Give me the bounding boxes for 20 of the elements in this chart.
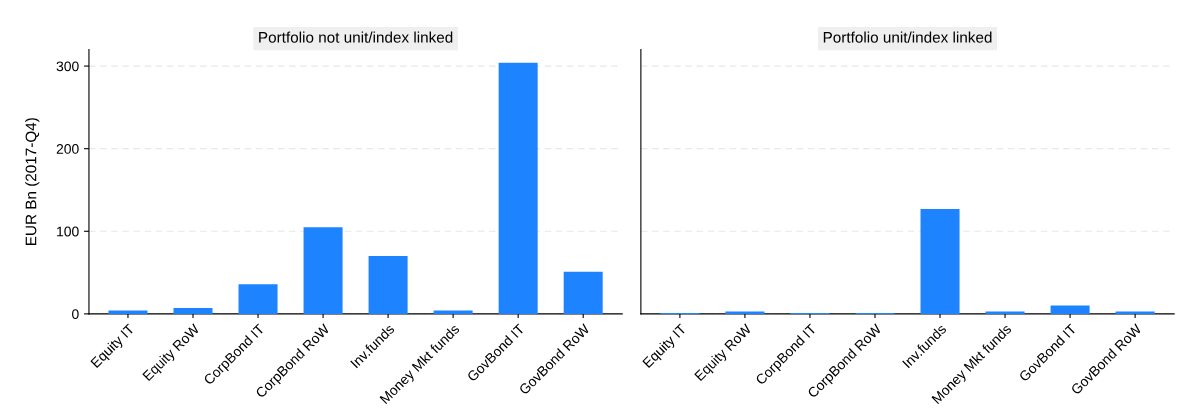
y-tick-label: 0 <box>72 309 79 320</box>
bar <box>238 284 278 314</box>
y-tick-label: 300 <box>56 61 79 72</box>
chart-title: Portfolio unit/index linked <box>823 31 992 43</box>
bar <box>1050 305 1090 314</box>
bar <box>563 271 603 314</box>
bar <box>433 310 473 314</box>
bar <box>368 256 408 314</box>
bar <box>173 308 213 314</box>
bar <box>108 310 148 314</box>
bar <box>725 311 765 314</box>
bar <box>303 227 343 314</box>
bar <box>985 311 1025 314</box>
bar <box>920 208 960 314</box>
y-tick-label: 200 <box>56 144 79 154</box>
bar <box>498 62 538 314</box>
bar <box>1115 311 1155 314</box>
y-tick-label: 100 <box>57 226 79 237</box>
chart-title: Portfolio not unit/index linked <box>259 31 453 43</box>
y-axis-title: EUR Bn (2017-Q4) <box>25 118 40 245</box>
